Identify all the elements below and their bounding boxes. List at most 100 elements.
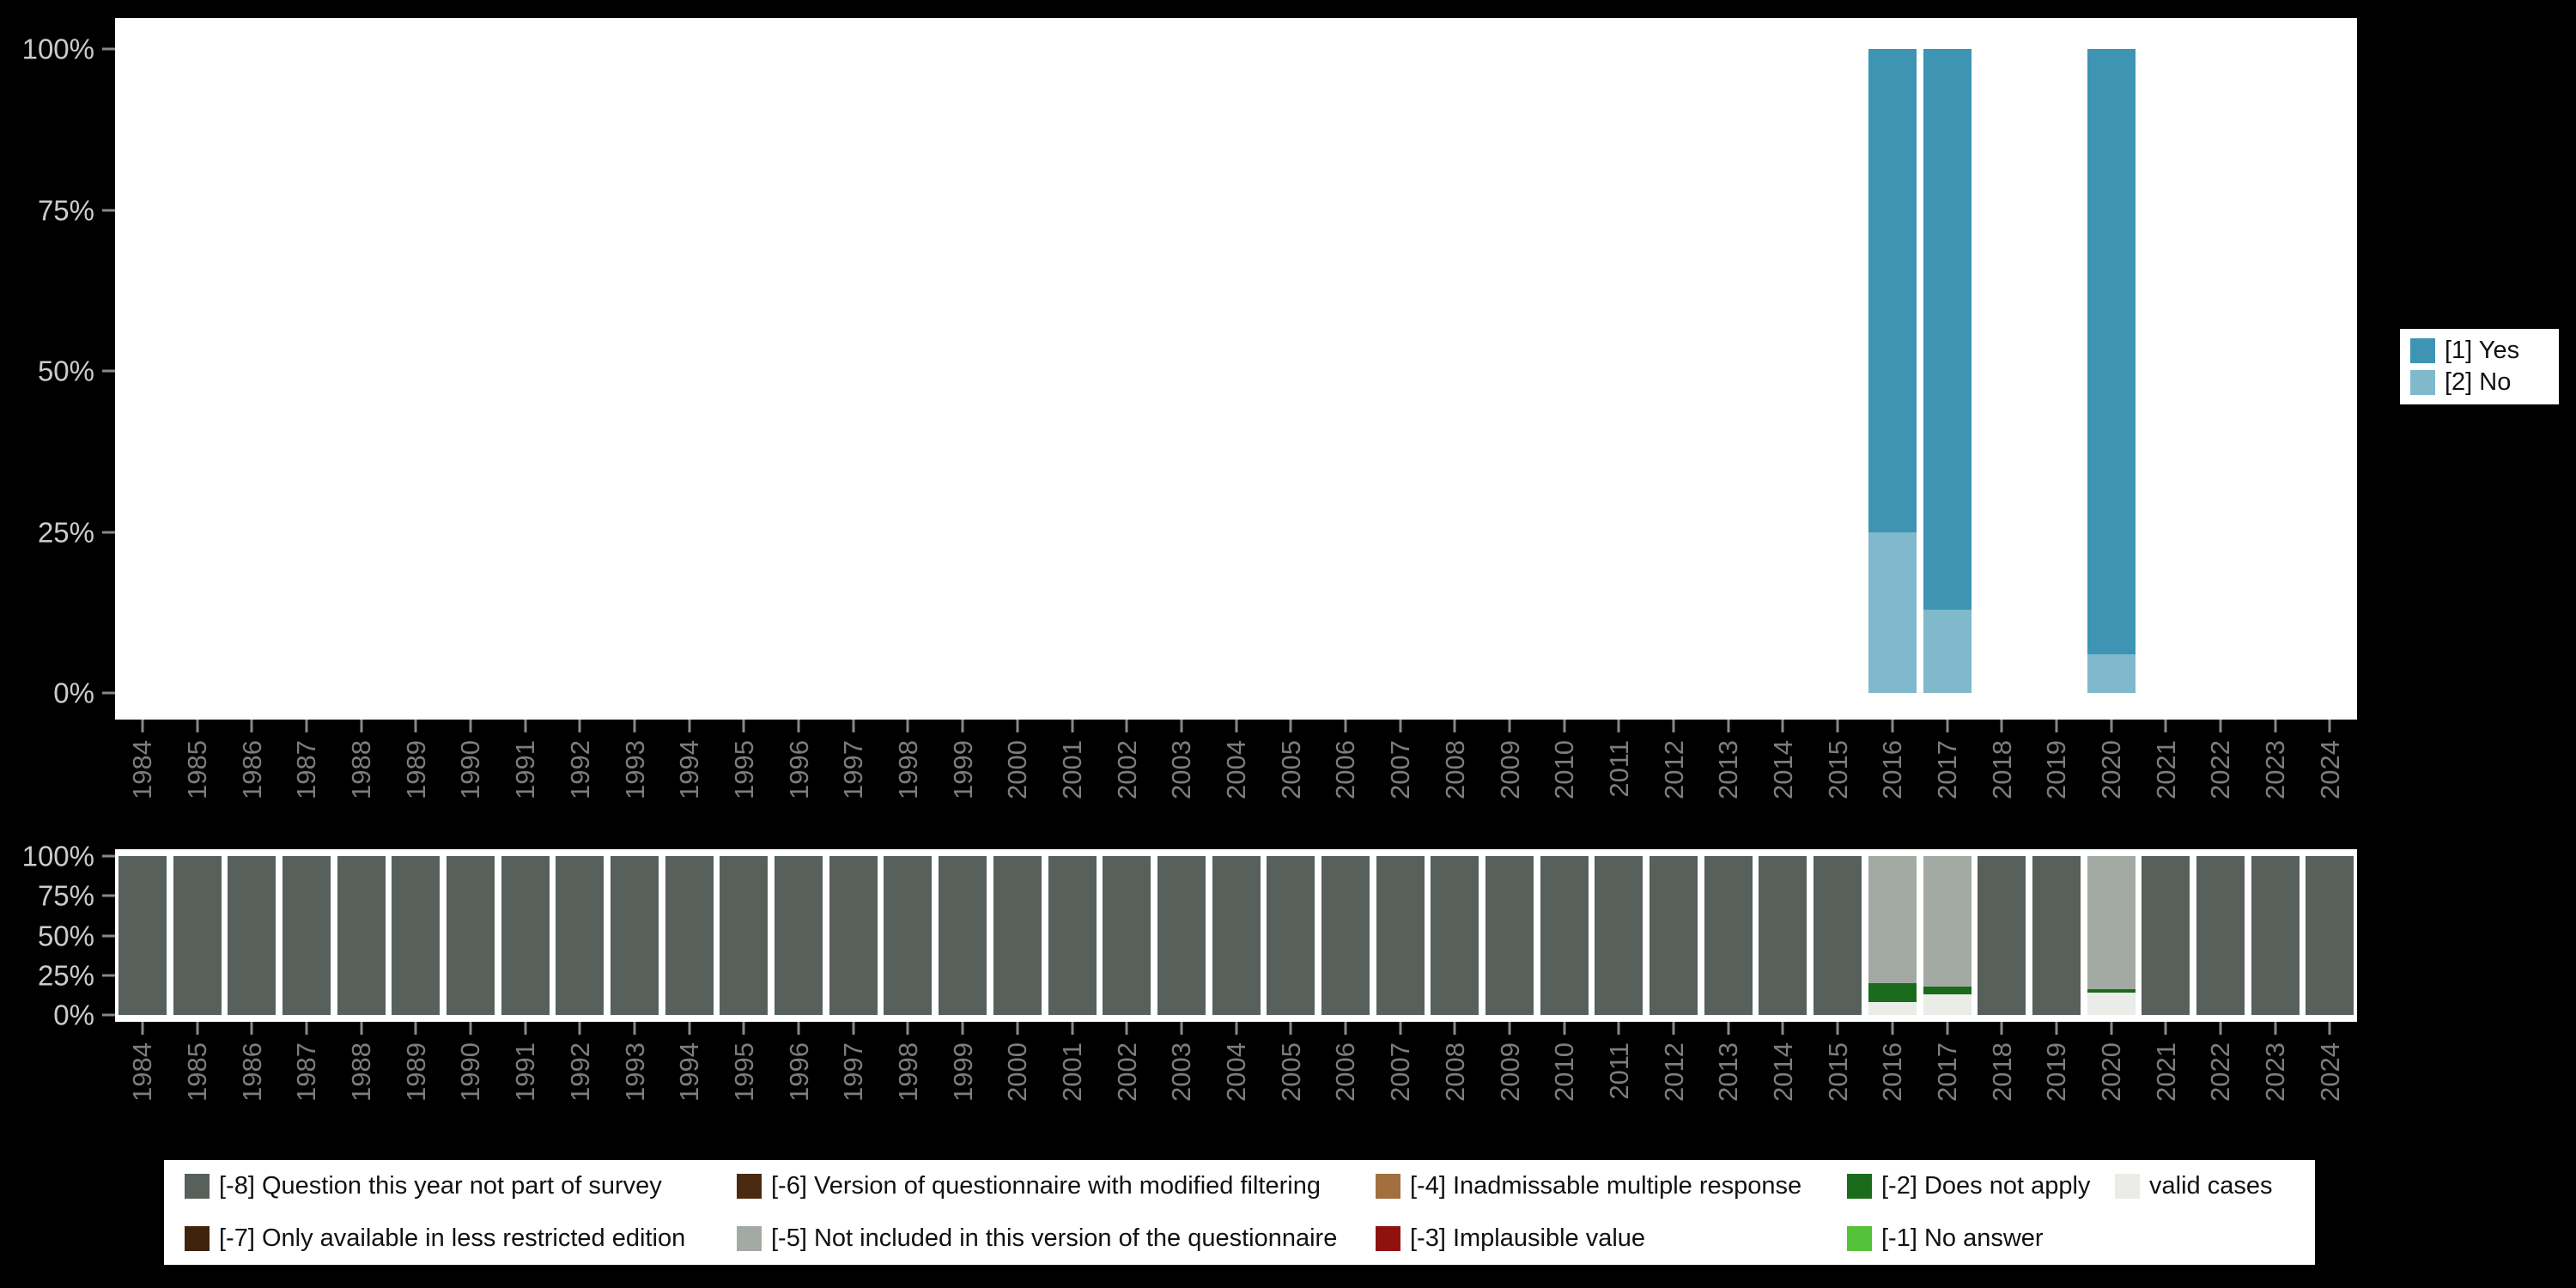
x-axis-label: 2018 bbox=[1986, 740, 2017, 799]
bar-slot-1996 bbox=[771, 856, 826, 1015]
x-axis-cell: 2007 bbox=[1373, 720, 1428, 848]
bar-slot-2003 bbox=[1154, 856, 1209, 1015]
bar-slot-2005 bbox=[1263, 856, 1318, 1015]
stacked-bar-2023 bbox=[2251, 856, 2300, 1015]
legend-item: [-4] Inadmissable multiple response bbox=[1376, 1172, 1847, 1200]
x-axis-cell: 1999 bbox=[935, 720, 990, 848]
bar-slot-2016 bbox=[1865, 49, 1920, 693]
x-axis-cell: 2006 bbox=[1318, 1022, 1373, 1151]
bar-slot-1989 bbox=[388, 49, 443, 693]
x-axis-label: 1989 bbox=[400, 740, 431, 799]
x-axis-label: 2024 bbox=[2314, 1042, 2345, 1102]
x-axis-cell: 1984 bbox=[115, 720, 170, 848]
bar-slot-1993 bbox=[607, 49, 662, 693]
bar-slot-1991 bbox=[498, 856, 553, 1015]
bar-slot-2020 bbox=[2084, 49, 2139, 693]
x-label-wrap: 2015 bbox=[1810, 740, 1865, 799]
stacked-bar-1986 bbox=[228, 49, 276, 693]
bar-segment bbox=[2032, 856, 2081, 1015]
x-tick bbox=[688, 720, 691, 732]
bar-segment bbox=[1431, 856, 1479, 1015]
x-label-wrap: 2000 bbox=[990, 1042, 1045, 1102]
bar-slot-2018 bbox=[1974, 49, 2029, 693]
x-label-wrap: 2018 bbox=[1974, 740, 2029, 799]
legend-item: [2] No bbox=[2410, 368, 2559, 397]
bar-slot-2019 bbox=[2029, 49, 2084, 693]
x-axis-label: 2015 bbox=[1822, 740, 1853, 799]
stacked-bar-2002 bbox=[1103, 856, 1151, 1015]
x-label-wrap: 2023 bbox=[2248, 740, 2303, 799]
x-label-wrap: 1985 bbox=[170, 740, 225, 799]
stacked-bar-2002 bbox=[1103, 49, 1151, 693]
x-axis-cell: 1997 bbox=[826, 1022, 881, 1151]
x-label-wrap: 1992 bbox=[553, 740, 608, 799]
x-axis-cell: 2004 bbox=[1209, 720, 1264, 848]
x-label-wrap: 1999 bbox=[935, 740, 990, 799]
x-tick bbox=[469, 1022, 472, 1035]
x-label-wrap: 2013 bbox=[1701, 1042, 1756, 1102]
stacked-bar-1996 bbox=[775, 49, 823, 693]
stacked-bar-2020 bbox=[2087, 49, 2136, 693]
x-axis-label: 2001 bbox=[1057, 740, 1088, 799]
bar-slot-1987 bbox=[279, 49, 334, 693]
legend-item: [-7] Only available in less restricted e… bbox=[185, 1224, 737, 1253]
y-axis-tick-row: 50% bbox=[38, 921, 115, 950]
x-label-wrap: 1987 bbox=[279, 1042, 334, 1102]
stacked-bar-2004 bbox=[1212, 49, 1261, 693]
x-axis-label: 2018 bbox=[1986, 1042, 2017, 1102]
stacked-bar-2016 bbox=[1868, 856, 1917, 1015]
x-axis-label: 1993 bbox=[619, 1042, 650, 1102]
bar-segment bbox=[1267, 856, 1315, 1015]
x-axis-label: 1998 bbox=[892, 1042, 923, 1102]
x-axis-cell: 2014 bbox=[1756, 1022, 1811, 1151]
stacked-bar-2017 bbox=[1923, 49, 1971, 693]
stacked-bar-2014 bbox=[1759, 49, 1807, 693]
x-axis-cell: 2009 bbox=[1482, 1022, 1537, 1151]
stacked-bar-2007 bbox=[1376, 856, 1425, 1015]
x-axis-label: 1996 bbox=[783, 740, 814, 799]
bar-slot-2024 bbox=[2303, 856, 2358, 1015]
bar-segment bbox=[1923, 986, 1971, 994]
x-label-wrap: 2019 bbox=[2029, 1042, 2084, 1102]
x-tick bbox=[2164, 720, 2167, 732]
stacked-bar-2001 bbox=[1048, 49, 1097, 693]
x-axis-label: 2016 bbox=[1877, 1042, 1908, 1102]
x-label-wrap: 2001 bbox=[1045, 1042, 1100, 1102]
x-axis-label: 2023 bbox=[2260, 740, 2291, 799]
stacked-bar-2007 bbox=[1376, 49, 1425, 693]
x-axis-label: 2024 bbox=[2314, 740, 2345, 799]
x-label-wrap: 2023 bbox=[2248, 1042, 2303, 1102]
x-axis-cell: 2014 bbox=[1756, 720, 1811, 848]
x-label-wrap: 2009 bbox=[1482, 1042, 1537, 1102]
bar-segment bbox=[775, 856, 823, 1015]
x-tick bbox=[2110, 1022, 2113, 1035]
x-axis-label: 2010 bbox=[1549, 1042, 1580, 1102]
y-tick bbox=[102, 209, 115, 211]
x-label-wrap: 2021 bbox=[2138, 1042, 2193, 1102]
x-label-wrap: 2005 bbox=[1263, 740, 1318, 799]
x-axis-label: 1986 bbox=[236, 1042, 267, 1102]
x-tick bbox=[360, 1022, 363, 1035]
missings-chart-x-axis: 1984 1985 1986 1987 1988 1989 1990 1991 1992 1993… bbox=[115, 1022, 2357, 1151]
bar-segment bbox=[1212, 856, 1261, 1015]
legend-swatch bbox=[2410, 338, 2435, 363]
x-label-wrap: 1997 bbox=[826, 1042, 881, 1102]
x-tick bbox=[1125, 720, 1128, 732]
bar-segment bbox=[2087, 654, 2136, 693]
y-axis-tick-row: 50% bbox=[38, 357, 115, 386]
x-label-wrap: 2024 bbox=[2303, 1042, 2358, 1102]
bar-slot-2015 bbox=[1810, 49, 1865, 693]
stacked-bar-2013 bbox=[1704, 49, 1753, 693]
x-axis-label: 2013 bbox=[1713, 740, 1744, 799]
stacked-bar-2023 bbox=[2251, 49, 2300, 693]
x-label-wrap: 2001 bbox=[1045, 740, 1100, 799]
x-axis-cell: 1998 bbox=[881, 720, 936, 848]
bar-slot-2014 bbox=[1756, 49, 1811, 693]
x-axis-cell: 1993 bbox=[607, 720, 662, 848]
x-axis-label: 1987 bbox=[291, 1042, 322, 1102]
bar-segment bbox=[2087, 856, 2136, 990]
bar-slot-2021 bbox=[2138, 856, 2193, 1015]
x-tick bbox=[1071, 1022, 1074, 1035]
stacked-bar-2012 bbox=[1649, 49, 1698, 693]
x-label-wrap: 1995 bbox=[717, 740, 772, 799]
